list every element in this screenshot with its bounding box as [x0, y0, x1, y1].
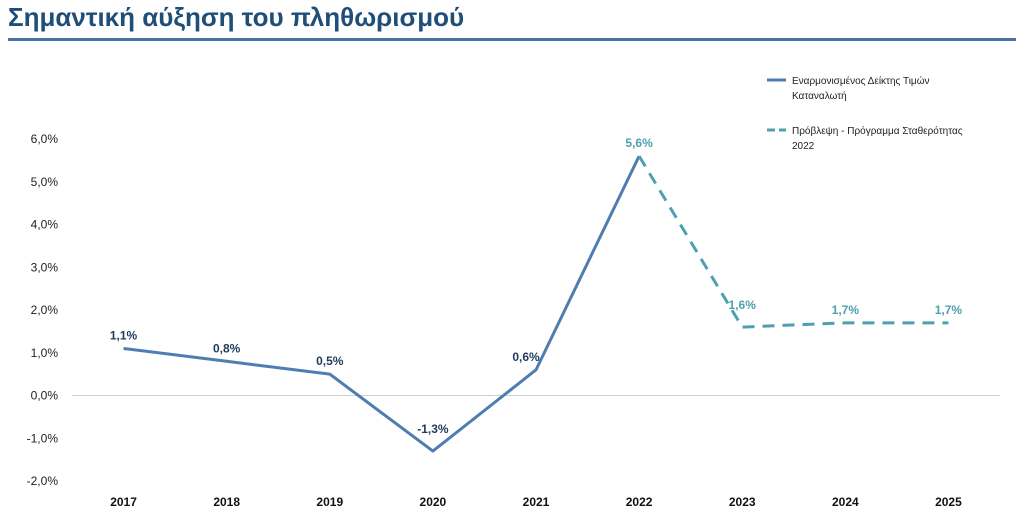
forecast-series-line	[637, 155, 949, 329]
y-tick-label: -2,0%	[27, 474, 59, 488]
y-tick-label: 2,0%	[31, 303, 59, 317]
data-label: 1,7%	[935, 303, 963, 317]
x-tick-label: 2023	[729, 495, 756, 509]
x-tick-label: 2021	[523, 495, 550, 509]
legend-label: Πρόβλεψη - Πρόγραμμα Σταθερότητας	[792, 125, 963, 137]
data-labels: 1,1% 0,8% 0,5% -1,3% 0,6% 5,6% 1,6% 1,7% 1,7%	[110, 136, 963, 436]
data-label: 0,8%	[213, 341, 241, 355]
legend-label: Καταναλωτή	[792, 90, 847, 102]
page-title: Σημαντική αύξηση του πληθωρισμού	[8, 2, 465, 32]
data-label: 5,6%	[625, 136, 653, 150]
y-tick-label: 5,0%	[31, 175, 59, 189]
x-tick-label: 2022	[626, 495, 653, 509]
y-tick-label: 3,0%	[31, 260, 59, 274]
x-tick-label: 2018	[213, 495, 240, 509]
actual-series-line	[123, 155, 641, 453]
x-tick-label: 2017	[110, 495, 137, 509]
x-tick-label: 2020	[420, 495, 447, 509]
legend-label: 2022	[792, 141, 815, 152]
title-divider	[8, 38, 1016, 41]
y-axis: 6,0% 5,0% 4,0% 3,0% 2,0% 1,0% 0,0% -1,0% -2,0%	[27, 132, 59, 488]
series-lines	[123, 155, 949, 453]
data-label: 1,1%	[110, 328, 138, 342]
data-label: 0,5%	[316, 354, 344, 368]
data-label: 0,6%	[512, 350, 540, 364]
x-axis: 2017 2018 2019 2020 2021 2022 2023 2024 2025	[110, 495, 962, 509]
x-tick-label: 2025	[935, 495, 962, 509]
legend-label: Εναρμονισμένος Δείκτης Τιμών	[792, 75, 930, 87]
x-tick-label: 2019	[316, 495, 343, 509]
y-tick-label: -1,0%	[27, 431, 59, 445]
legend: Εναρμονισμένος Δείκτης Τιμών Καταναλωτή Πρ…	[767, 75, 963, 152]
data-label: -1,3%	[417, 422, 449, 436]
y-tick-label: 4,0%	[31, 218, 59, 232]
y-tick-label: 6,0%	[31, 132, 59, 146]
x-tick-label: 2024	[832, 495, 859, 509]
data-label: 1,6%	[729, 298, 757, 312]
data-label: 1,7%	[832, 303, 860, 317]
y-tick-label: 0,0%	[31, 389, 59, 403]
y-tick-label: 1,0%	[31, 346, 59, 360]
